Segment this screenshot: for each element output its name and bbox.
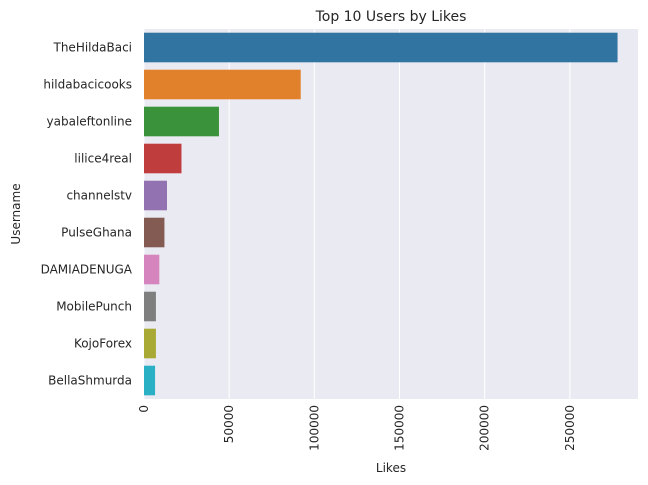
bar-DAMIADENUGA — [144, 254, 160, 285]
y-tick-label: MobilePunch — [56, 300, 132, 314]
bar-PulseGhana — [144, 217, 165, 248]
bar-TheHildaBaci — [144, 32, 618, 63]
y-tick-label: DAMIADENUGA — [41, 263, 133, 277]
bar-KojoForex — [144, 328, 156, 359]
x-tick-labels: 0 50000 100000 150000 200000 250000 — [137, 405, 577, 451]
y-tick-label: hildabacicooks — [43, 78, 132, 92]
bars — [144, 32, 618, 396]
y-tick-label: channelstv — [66, 189, 132, 203]
x-tick-label: 150000 — [393, 405, 407, 451]
y-tick-label: KojoForex — [74, 337, 132, 351]
y-axis-label: Username — [9, 183, 23, 244]
x-tick-label: 50000 — [222, 405, 236, 443]
bar-lilice4real — [144, 143, 182, 174]
bar-hildabacicooks — [144, 69, 301, 100]
bar-BellaShmurda — [144, 365, 156, 396]
y-tick-label: TheHildaBaci — [53, 41, 133, 55]
x-tick-label: 200000 — [478, 405, 492, 451]
bar-yabaleftonline — [144, 106, 219, 137]
x-tick-label: 100000 — [307, 405, 321, 451]
y-tick-label: BellaShmurda — [48, 374, 132, 388]
chart-title: Top 10 Users by Likes — [315, 9, 467, 25]
y-tick-label: PulseGhana — [61, 226, 132, 240]
x-tick-label: 0 — [137, 405, 151, 413]
y-tick-label: lilice4real — [74, 152, 132, 166]
x-tick-label: 250000 — [563, 405, 577, 451]
y-tick-labels: TheHildaBaci hildabacicooks yabaleftonline… — [41, 41, 133, 388]
bar-MobilePunch — [144, 291, 156, 322]
y-tick-label: yabaleftonline — [47, 115, 132, 129]
bar-channelstv — [144, 180, 167, 211]
x-axis-label: Likes — [376, 461, 406, 475]
